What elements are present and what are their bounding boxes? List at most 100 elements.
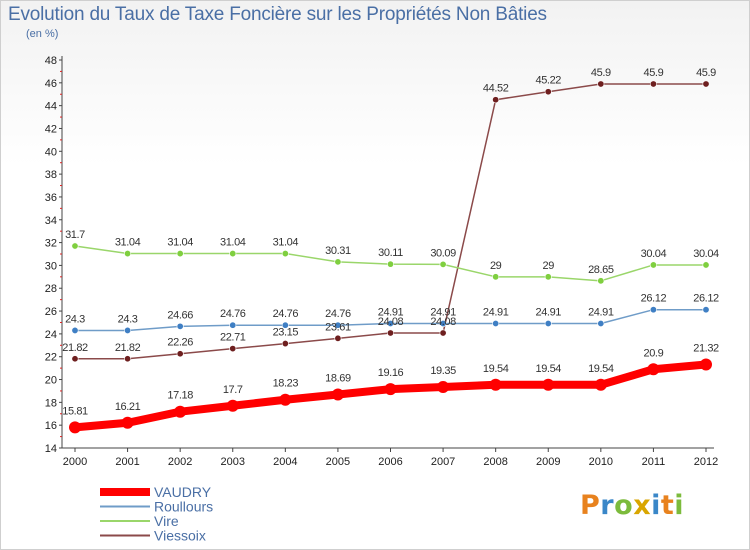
data-label-viessoix: 23.15	[273, 327, 299, 339]
data-point-roullours	[492, 319, 500, 327]
data-label-roullours: 24.91	[588, 306, 614, 318]
data-point-viessoix	[597, 80, 605, 88]
x-tick-label: 2008	[483, 456, 507, 468]
x-tick-label: 2007	[431, 456, 455, 468]
data-label-viessoix: 44.52	[483, 83, 509, 95]
data-label-vire: 31.04	[273, 237, 299, 249]
data-label-vire: 31.04	[220, 237, 246, 249]
data-point-roullours	[544, 319, 552, 327]
y-tick-label: 24	[45, 329, 57, 341]
data-label-vire: 29	[490, 260, 502, 272]
data-point-vire	[124, 250, 132, 258]
data-point-roullours	[334, 321, 342, 329]
data-point-roullours	[702, 306, 710, 314]
data-point-vire	[597, 277, 605, 285]
data-label-viessoix: 45.9	[696, 67, 716, 79]
data-point-viessoix	[492, 96, 500, 104]
data-label-vire: 28.65	[588, 264, 614, 276]
data-point-vire	[492, 273, 500, 281]
data-label-roullours: 24.66	[167, 309, 193, 321]
y-tick-label: 28	[45, 283, 57, 295]
data-point-vaudry	[700, 358, 712, 371]
data-point-viessoix	[386, 329, 394, 337]
data-label-vaudry: 19.54	[535, 363, 561, 375]
data-label-roullours: 24.3	[118, 313, 138, 325]
data-label-vire: 30.09	[430, 247, 456, 259]
data-label-vire: 30.04	[693, 248, 719, 260]
data-point-roullours	[124, 326, 132, 334]
data-label-vire: 30.04	[641, 248, 667, 260]
legend-label-vire: Vire	[154, 513, 179, 529]
data-label-roullours: 24.76	[273, 308, 299, 320]
data-label-vire: 30.31	[325, 245, 351, 257]
data-label-vaudry: 16.21	[115, 401, 141, 413]
data-point-vaudry	[279, 393, 292, 406]
data-point-vaudry	[542, 378, 555, 391]
y-tick-label: 42	[45, 123, 57, 135]
x-tick-label: 2003	[221, 456, 245, 468]
y-tick-label: 46	[45, 78, 57, 90]
data-point-viessoix	[124, 355, 132, 363]
data-point-vire	[229, 250, 237, 258]
x-tick-label: 2009	[536, 456, 560, 468]
data-label-vire: 31.7	[65, 229, 85, 241]
data-label-vaudry: 19.16	[378, 367, 404, 379]
data-point-vaudry	[384, 383, 397, 396]
x-tick-label: 2001	[115, 456, 139, 468]
data-label-vaudry: 19.54	[483, 363, 509, 375]
data-point-viessoix	[71, 355, 79, 363]
data-label-vire: 29	[543, 260, 555, 272]
data-point-roullours	[176, 322, 184, 330]
data-point-vaudry	[437, 380, 450, 393]
data-point-vire	[71, 242, 79, 250]
y-tick-label: 48	[45, 55, 57, 67]
data-label-viessoix: 45.22	[535, 75, 561, 87]
data-label-viessoix: 23.61	[325, 321, 351, 333]
data-label-viessoix: 24.08	[430, 316, 456, 328]
y-tick-label: 22	[45, 352, 57, 364]
chart-title: Evolution du Taux de Taxe Foncière sur l…	[8, 4, 547, 25]
data-point-vaudry	[489, 378, 502, 391]
y-tick-label: 26	[45, 306, 57, 318]
chart-unit-label: (en %)	[26, 28, 59, 40]
series-viessoix	[71, 80, 710, 363]
y-tick-label: 30	[45, 260, 57, 272]
data-label-viessoix: 21.82	[62, 342, 88, 354]
y-tick-label: 34	[45, 215, 57, 227]
data-point-roullours	[439, 319, 447, 327]
data-label-vaudry: 19.54	[588, 363, 614, 375]
data-point-viessoix	[439, 329, 447, 337]
x-tick-label: 2000	[63, 456, 87, 468]
data-label-roullours: 26.12	[693, 293, 719, 305]
y-tick-label: 18	[45, 397, 57, 409]
y-tick-label: 32	[45, 238, 57, 250]
legend-label-roullours: Roullours	[154, 499, 213, 515]
data-label-viessoix: 24.08	[378, 316, 404, 328]
data-point-vire	[386, 260, 394, 268]
data-point-vaudry	[226, 399, 239, 412]
x-tick-label: 2002	[168, 456, 192, 468]
data-label-viessoix: 22.71	[220, 332, 246, 344]
series-vire	[71, 242, 710, 285]
data-label-vaudry: 18.69	[325, 372, 351, 384]
x-tick-label: 2010	[589, 456, 613, 468]
x-tick-label: 2005	[326, 456, 350, 468]
series-roullours	[71, 306, 710, 334]
data-label-vaudry: 20.9	[644, 347, 664, 359]
data-point-roullours	[71, 326, 79, 334]
data-point-vire	[649, 261, 657, 269]
data-label-vire: 31.04	[115, 237, 141, 249]
data-point-vire	[176, 250, 184, 258]
data-point-vaudry	[174, 405, 187, 418]
data-point-viessoix	[649, 80, 657, 88]
data-point-roullours	[597, 319, 605, 327]
x-tick-label: 2012	[694, 456, 718, 468]
y-tick-label: 44	[45, 101, 57, 113]
legend-label-vaudry: VAUDRY	[154, 484, 212, 500]
data-label-vire: 30.11	[378, 247, 403, 259]
x-tick-label: 2006	[378, 456, 402, 468]
data-label-viessoix: 21.82	[115, 342, 141, 354]
data-label-vaudry: 18.23	[273, 378, 299, 390]
